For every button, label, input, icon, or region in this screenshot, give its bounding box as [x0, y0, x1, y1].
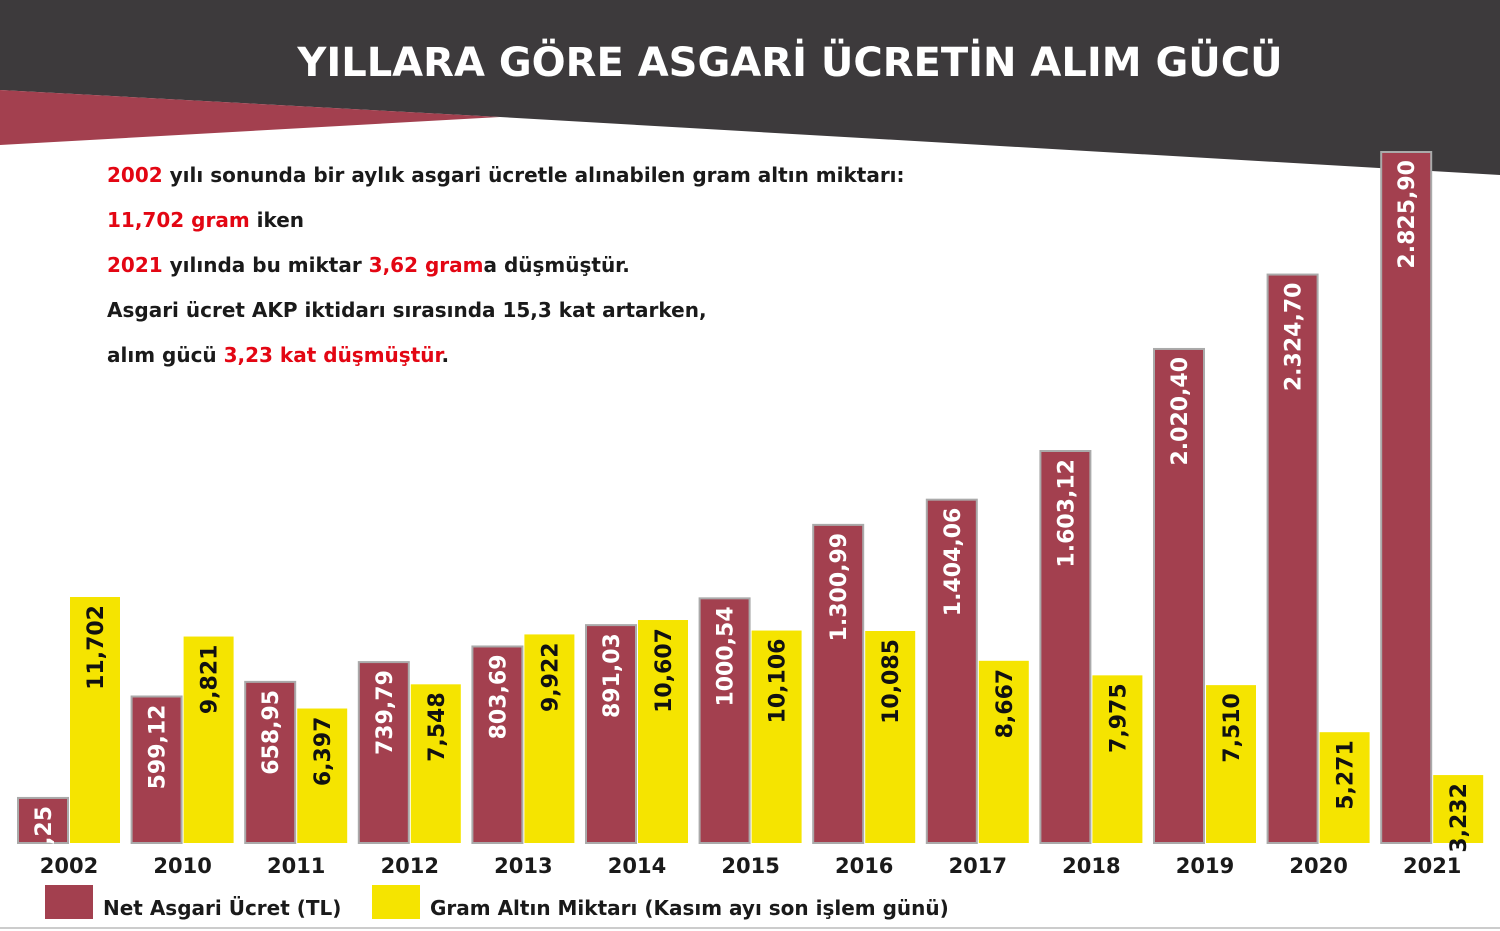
- x-tick-label: 2002: [40, 854, 98, 878]
- bar: [925, 498, 978, 844]
- value-label: 6,397: [311, 717, 336, 787]
- value-label: 9,922: [538, 642, 563, 712]
- value-label: 2.324,70: [1282, 283, 1307, 392]
- intro-segment: alım gücü: [107, 343, 224, 367]
- bar: [297, 708, 348, 843]
- intro-line: 2002 yılı sonunda bir aylık asgari ücret…: [107, 163, 905, 187]
- chart-title: YILLARA GÖRE ASGARİ ÜCRETİN ALIM GÜCÜ: [296, 38, 1282, 86]
- value-label: 739,79: [373, 670, 398, 755]
- bar: [698, 597, 751, 845]
- header-accent: [0, 90, 500, 145]
- bar: [1092, 675, 1143, 843]
- bar: [1319, 732, 1370, 843]
- intro-line: alım gücü 3,23 kat düşmüştür.: [107, 343, 449, 367]
- x-tick-label: 2011: [267, 854, 325, 878]
- bar: [585, 624, 637, 844]
- value-label: 2.020,40: [1168, 357, 1193, 466]
- value-label: 11,702: [84, 605, 109, 690]
- intro-segment: a düşmüştür.: [483, 253, 629, 277]
- x-tick-label: 2015: [721, 854, 779, 878]
- x-tick-label: 2016: [835, 854, 893, 878]
- value-label: 1.300,99: [827, 533, 852, 642]
- value-label: 891,03: [600, 633, 625, 718]
- bar: [357, 661, 410, 845]
- value-label: 10,085: [879, 639, 904, 724]
- bar: [244, 680, 297, 844]
- intro-line: 11,702 gram iken: [107, 208, 304, 232]
- value-label: 2.825,90: [1395, 160, 1420, 269]
- x-tick-label: 2013: [494, 854, 552, 878]
- value-label: 3,232: [1447, 783, 1472, 853]
- intro-segment: yılı sonunda bir aylık asgari ücretle al…: [163, 163, 905, 187]
- x-tick-label: 2017: [949, 854, 1007, 878]
- legend-label: Net Asgari Ücret (TL): [103, 896, 341, 920]
- bar: [638, 620, 688, 843]
- bar: [130, 695, 183, 844]
- value-label: 803,69: [486, 654, 511, 739]
- intro-segment: 2002: [107, 163, 163, 187]
- legend-swatch: [45, 885, 93, 919]
- x-tick-label: 2012: [381, 854, 439, 878]
- intro-line: 2021 yılında bu miktar 3,62 grama düşmüş…: [107, 253, 630, 277]
- value-label: 184,25: [32, 806, 57, 891]
- value-label: 1.404,06: [941, 508, 966, 617]
- x-tick-label: 2018: [1062, 854, 1120, 878]
- value-label: 8,667: [993, 669, 1018, 739]
- bar: [751, 630, 802, 843]
- value-label: 10,106: [766, 639, 791, 724]
- bar: [812, 523, 865, 844]
- x-tick-label: 2020: [1289, 854, 1347, 878]
- bar: [410, 684, 461, 843]
- bar: [1380, 151, 1433, 844]
- bar: [1206, 685, 1256, 843]
- bar: [978, 660, 1029, 843]
- bar: [471, 645, 524, 845]
- value-label: 658,95: [259, 690, 284, 775]
- header-band: [0, 0, 1500, 175]
- x-tick-label: 2010: [153, 854, 211, 878]
- bar: [1266, 273, 1319, 844]
- intro-segment: yılında bu miktar: [163, 253, 369, 277]
- x-tick-label: 2021: [1403, 854, 1461, 878]
- intro-segment: iken: [250, 208, 304, 232]
- bar: [183, 636, 234, 843]
- value-label: 599,12: [146, 705, 171, 790]
- value-label: 7,510: [1220, 693, 1245, 763]
- intro-segment: .: [442, 343, 450, 367]
- value-label: 7,548: [425, 692, 450, 762]
- intro-segment: 3,62 gram: [369, 253, 484, 277]
- value-label: 1000,54: [714, 606, 739, 706]
- legend-label: Gram Altın Miktarı (Kasım ayı son işlem …: [430, 896, 949, 920]
- x-tick-label: 2019: [1176, 854, 1234, 878]
- bar: [1153, 347, 1205, 844]
- bar: [1039, 449, 1092, 844]
- intro-segment: 11,702 gram: [107, 208, 250, 232]
- bar: [70, 597, 120, 843]
- bar: [865, 630, 916, 843]
- x-tick-label: 2014: [608, 854, 666, 878]
- value-label: 10,607: [652, 628, 677, 713]
- value-label: 1.603,12: [1054, 459, 1079, 568]
- value-label: 9,821: [198, 645, 223, 715]
- legend-swatch: [372, 885, 420, 919]
- bar: [17, 796, 69, 844]
- bar: [1433, 775, 1484, 843]
- value-label: 5,271: [1334, 740, 1359, 810]
- intro-segment: 3,23 kat düşmüştür: [224, 343, 445, 367]
- intro-segment: 2021: [107, 253, 163, 277]
- intro-line: Asgari ücret AKP iktidarı sırasında 15,3…: [107, 298, 707, 322]
- intro-segment: Asgari ücret AKP iktidarı sırasında 15,3…: [107, 298, 707, 322]
- bar: [524, 634, 575, 843]
- value-label: 7,975: [1106, 683, 1131, 753]
